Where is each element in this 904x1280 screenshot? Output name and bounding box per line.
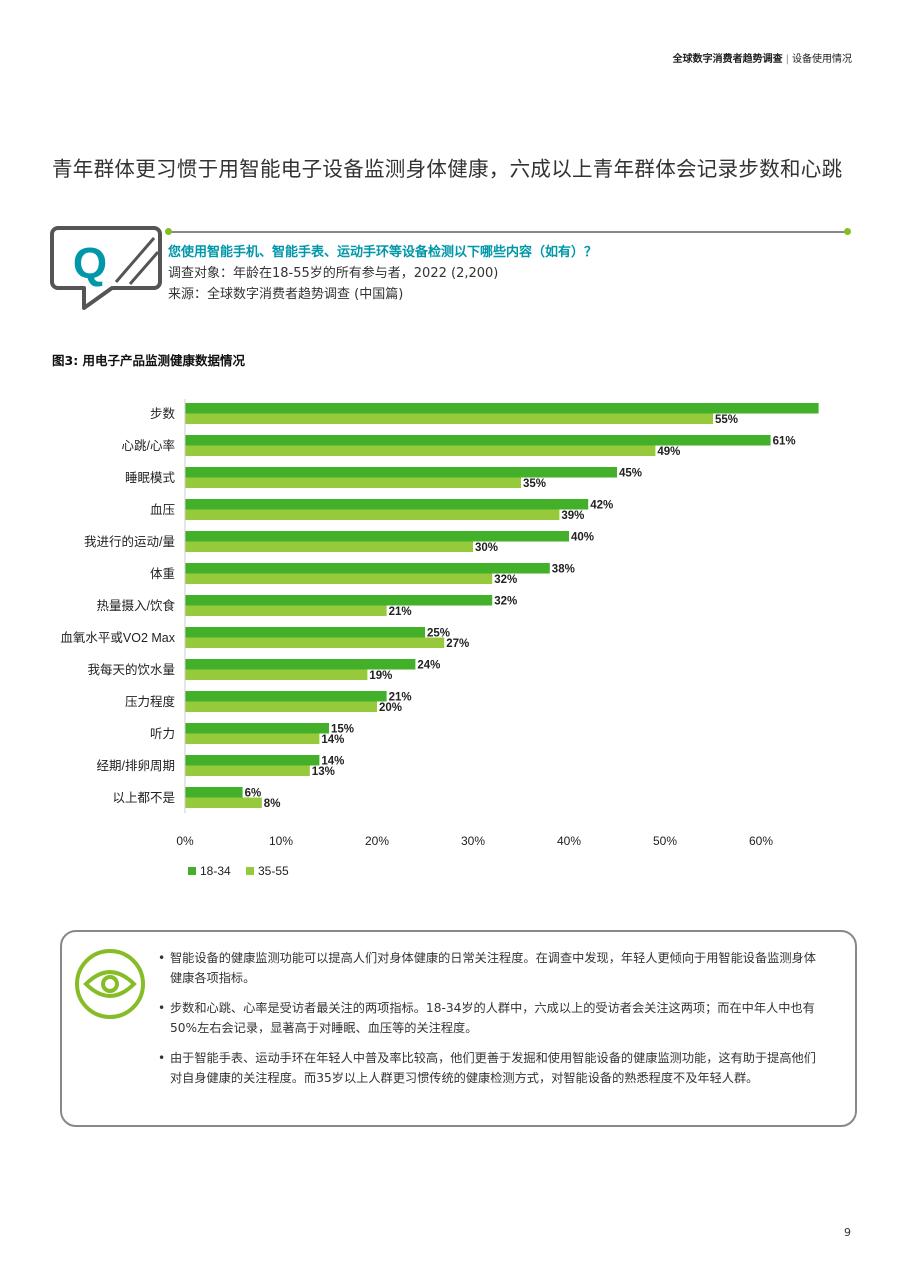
category-label: 体重 — [150, 566, 175, 581]
category-label: 压力程度 — [125, 694, 176, 709]
q-letter: Q — [73, 239, 107, 288]
insight-bullet-1: 智能设备的健康监测功能可以提高人们对身体健康的日常关注程度。在调查中发现，年轻人… — [158, 948, 828, 988]
divider-dot-left — [165, 228, 172, 235]
data-label-18-34: 15% — [331, 724, 354, 736]
page-title: 青年群体更习惯于用智能电子设备监测身体健康，六成以上青年群体会记录步数和心跳 — [52, 157, 843, 181]
x-tick-label: 40% — [557, 834, 581, 848]
data-label-35-55: 32% — [494, 574, 517, 586]
bar-18-34 — [185, 563, 550, 574]
question-speech-bubble-icon: Q — [50, 226, 162, 310]
bar-18-34 — [185, 435, 771, 446]
insight-bullet-2: 步数和心跳、心率是受访者最关注的两项指标。18-34岁的人群中，六成以上的受访者… — [158, 998, 828, 1038]
bar-35-55 — [185, 477, 521, 488]
data-label-18-34: 32% — [494, 596, 517, 608]
insight-callout: 智能设备的健康监测功能可以提高人们对身体健康的日常关注程度。在调查中发现，年轻人… — [60, 930, 857, 1127]
survey-subjects: 调查对象：年龄在18-55岁的所有参与者，2022 (2,200) — [168, 266, 499, 281]
data-label-35-55: 49% — [657, 446, 680, 458]
data-label-18-34: 14% — [321, 756, 344, 768]
category-label: 我每天的饮水量 — [87, 662, 175, 677]
bar-18-34 — [185, 659, 416, 670]
category-label: 步数 — [150, 406, 176, 421]
x-tick-label: 10% — [269, 834, 293, 848]
bar-35-55 — [185, 701, 377, 712]
x-tick-label: 20% — [365, 834, 389, 848]
question-text: 您使用智能手机、智能手表、运动手环等设备检测以下哪些内容（如有）？ — [168, 245, 598, 260]
category-label: 热量摄入/饮食 — [97, 598, 176, 613]
data-label-35-55: 13% — [312, 766, 335, 778]
category-label: 经期/排卵周期 — [97, 759, 175, 773]
data-label-35-55: 21% — [389, 606, 412, 618]
bar-18-34 — [185, 403, 819, 414]
bar-35-55 — [185, 605, 387, 616]
section-name: 设备使用情况 — [792, 54, 852, 65]
bar-35-55 — [185, 413, 713, 424]
bar-35-55 — [185, 573, 493, 584]
data-label-35-55: 8% — [264, 798, 281, 810]
bar-18-34 — [185, 787, 243, 798]
data-label-18-34: 42% — [590, 500, 613, 512]
page-header: 全球数字消费者趋势调查 | 设备使用情况 — [673, 50, 852, 65]
data-label-18-34: 45% — [619, 468, 642, 480]
health-monitoring-bar-chart: 步数66%55%心跳/心率61%49%睡眠模式45%35%血压42%39%我进行… — [60, 399, 819, 878]
category-label: 心跳/心率 — [122, 438, 175, 453]
data-label-18-34: 40% — [571, 532, 594, 544]
data-label-18-34: 6% — [245, 788, 262, 800]
survey-source: 来源：全球数字消费者趋势调查 (中国篇) — [168, 287, 404, 302]
category-label: 以上都不是 — [112, 791, 175, 805]
category-label: 听力 — [150, 727, 175, 741]
category-label: 我进行的运动/量 — [84, 534, 175, 549]
figure-title: 图3: 用电子产品监测健康数据情况 — [52, 353, 246, 368]
data-label-18-34: 61% — [773, 436, 796, 448]
bar-35-55 — [185, 445, 656, 456]
bar-18-34 — [185, 467, 617, 478]
data-label-18-34: 38% — [552, 564, 575, 576]
question-block: Q 您使用智能手机、智能手表、运动手环等设备检测以下哪些内容（如有）？ 调查对象… — [50, 224, 856, 310]
category-label: 血氧水平或VO2 Max — [60, 631, 175, 645]
insight-bullet-3: 由于智能手表、运动手环在年轻人中普及率比较高，他们更善于发掘和使用智能设备的健康… — [158, 1048, 828, 1088]
bar-18-34 — [185, 755, 320, 766]
bar-35-55 — [185, 669, 368, 680]
category-label: 血压 — [150, 503, 175, 517]
data-label-35-55: 19% — [369, 670, 392, 682]
bar-35-55 — [185, 637, 445, 648]
bar-35-55 — [185, 797, 262, 808]
data-label-35-55: 35% — [523, 478, 546, 490]
bar-35-55 — [185, 765, 310, 776]
data-label-35-55: 30% — [475, 542, 498, 554]
bar-18-34 — [185, 531, 569, 542]
bar-35-55 — [185, 541, 473, 552]
category-label: 睡眠模式 — [125, 471, 176, 485]
insight-list: 智能设备的健康监测功能可以提高人们对身体健康的日常关注程度。在调查中发现，年轻人… — [158, 948, 828, 1098]
x-tick-label: 50% — [653, 834, 677, 848]
data-label-35-55: 39% — [561, 510, 584, 522]
data-label-35-55: 27% — [446, 638, 469, 650]
bar-18-34 — [185, 499, 589, 510]
data-label-35-55: 55% — [715, 414, 738, 426]
bar-18-34 — [185, 595, 493, 606]
data-label-18-34: 24% — [417, 660, 440, 672]
legend-swatch-18-34 — [188, 867, 196, 875]
bar-18-34 — [185, 723, 329, 734]
bar-35-55 — [185, 733, 320, 744]
legend-label-35-55: 35-55 — [258, 864, 289, 878]
x-tick-label: 30% — [461, 834, 485, 848]
bar-18-34 — [185, 627, 425, 638]
bar-18-34 — [185, 691, 387, 702]
legend-label-18-34: 18-34 — [200, 864, 231, 878]
eye-icon — [75, 949, 145, 1019]
divider-dot-right — [844, 228, 851, 235]
header-separator: | — [785, 54, 789, 65]
page-number: 9 — [844, 1226, 851, 1239]
report-name: 全球数字消费者趋势调查 — [672, 54, 783, 65]
bar-35-55 — [185, 509, 560, 520]
x-tick-label: 0% — [176, 834, 194, 848]
data-label-35-55: 14% — [321, 734, 344, 746]
x-tick-label: 60% — [749, 834, 773, 848]
legend-swatch-35-55 — [246, 867, 254, 875]
data-label-35-55: 20% — [379, 702, 402, 714]
question-divider — [168, 231, 847, 233]
data-label-18-34: 21% — [389, 692, 412, 704]
data-label-18-34: 25% — [427, 628, 450, 640]
